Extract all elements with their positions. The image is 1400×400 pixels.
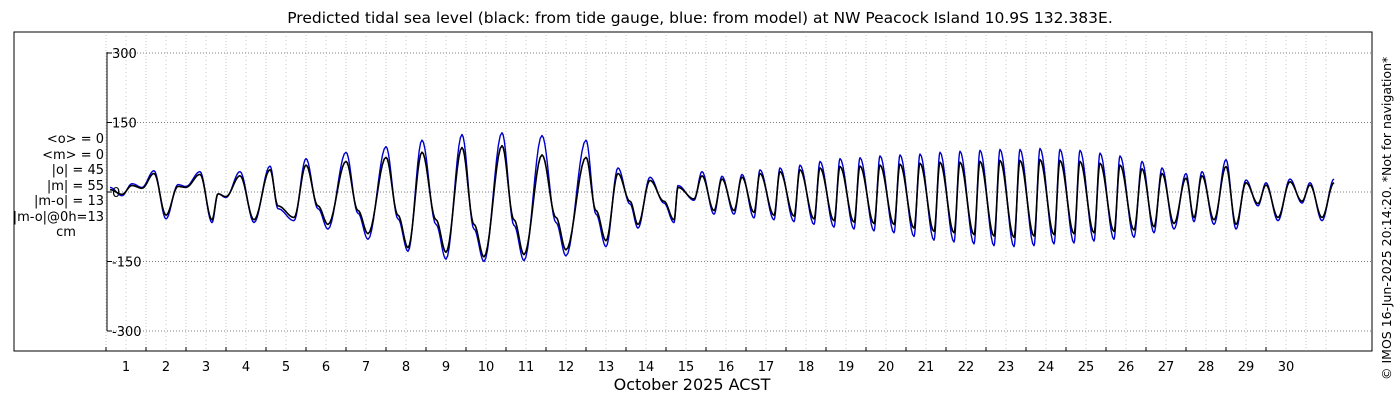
x-tick-label: 6 [322, 360, 330, 375]
y-tick-label: -150 [112, 256, 142, 271]
x-tick-label: 9 [442, 360, 450, 375]
y-tick-label: 0 [112, 186, 120, 201]
copyright-note: © IMOS 16-Jun-2025 20:14:20. *Not for na… [1379, 56, 1394, 380]
x-tick-label: 22 [958, 360, 975, 375]
x-tick-label: 17 [758, 360, 775, 375]
x-tick-label: 16 [718, 360, 735, 375]
x-tick-label: 14 [638, 360, 655, 375]
x-tick-label: 5 [282, 360, 290, 375]
x-tick-label: 3 [202, 360, 210, 375]
stat-mean-observed: <o> = 0 [46, 132, 104, 147]
x-tick-label: 28 [1198, 360, 1215, 375]
x-tick-label: 15 [678, 360, 695, 375]
x-tick-label: 1 [122, 360, 130, 375]
x-tick-label: 27 [1158, 360, 1175, 375]
x-tick-label: 19 [838, 360, 855, 375]
stat-abs-model: |m| = 55 [46, 178, 104, 194]
stat-abs-observed: |o| = 45 [51, 163, 104, 178]
series-lines [109, 132, 1335, 263]
x-tick-label: 2 [162, 360, 170, 375]
statistics-panel: <o> = 0 <m> = 0 |o| = 45 |m| = 55 |m-o| … [8, 132, 104, 241]
series-line-tide-gauge [109, 144, 1335, 258]
x-tick-label: 13 [598, 360, 615, 375]
stat-unit: cm [56, 225, 76, 240]
series-line-model [109, 132, 1335, 263]
x-tick-label: 18 [798, 360, 815, 375]
x-tick-label: 24 [1038, 360, 1055, 375]
x-tick-label: 20 [878, 360, 895, 375]
x-tick-label: 23 [998, 360, 1015, 375]
y-tick-label: 300 [112, 47, 137, 62]
y-tick-label: 150 [112, 117, 137, 132]
x-tick-label: 7 [362, 360, 370, 375]
y-axis-ticks: 300 150 0 -150 -300 [107, 47, 142, 340]
x-tick-label: 25 [1078, 360, 1095, 375]
x-tick-label: 4 [242, 360, 250, 375]
x-tick-label: 12 [558, 360, 575, 375]
stat-abs-difference-0h: |m-o|@0h=13 [12, 209, 104, 225]
x-axis-ticks: 1 2 3 4 5 6 7 8 9 10 11 12 13 14 15 16 17 18 19 20 21 22 23 24 2… [105, 347, 1295, 375]
stat-abs-difference: |m-o| = 13 [33, 194, 104, 209]
y-tick-label: -300 [112, 325, 142, 340]
x-tick-label: 29 [1238, 360, 1255, 375]
chart-title: Predicted tidal sea level (black: from t… [287, 9, 1113, 27]
plot-frame [13, 31, 1373, 352]
x-tick-label: 21 [918, 360, 935, 375]
x-tick-label: 10 [478, 360, 495, 375]
x-tick-label: 8 [402, 360, 410, 375]
x-axis-label: October 2025 ACST [613, 375, 771, 394]
x-tick-label: 11 [518, 360, 535, 375]
x-tick-label: 26 [1118, 360, 1135, 375]
stat-mean-model: <m> = 0 [42, 147, 104, 163]
x-tick-label: 30 [1278, 360, 1295, 375]
